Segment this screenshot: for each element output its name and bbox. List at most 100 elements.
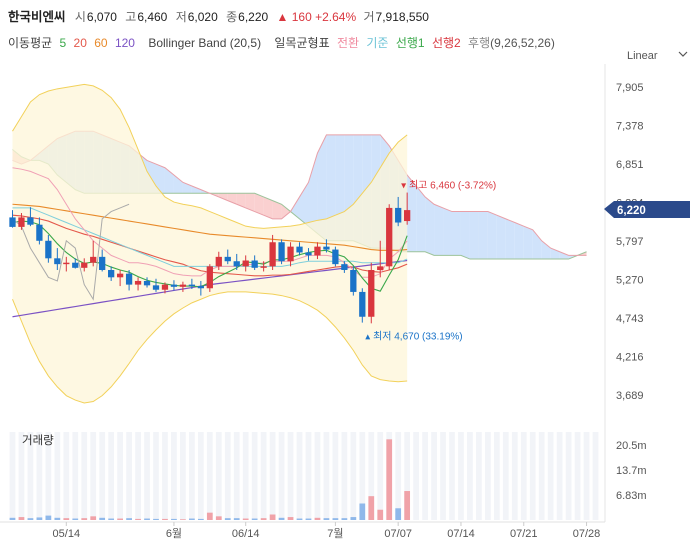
candle-body <box>377 266 384 271</box>
candle-body <box>215 256 222 267</box>
volume-bar <box>81 518 88 520</box>
y-tick-label: 5,270 <box>616 275 644 287</box>
candle-body <box>359 291 366 317</box>
ma60-label[interactable]: 60 <box>94 36 108 50</box>
volume-slot <box>305 432 312 520</box>
volume-slot <box>377 432 384 520</box>
volume-bar <box>27 518 34 520</box>
candle <box>54 248 61 271</box>
volume-slot <box>538 432 545 520</box>
low-marker-label: ▴ 최저 4,670 (33.19%) <box>365 330 462 342</box>
candle-body <box>332 249 339 265</box>
candle-body <box>242 260 249 267</box>
ichimoku-label[interactable]: 일목균형표 <box>274 36 330 50</box>
volume-bar <box>350 517 357 520</box>
bollinger-label[interactable]: Bollinger Band (20,5) <box>148 36 262 50</box>
volume-bar <box>108 518 115 520</box>
volume-slot <box>180 432 186 520</box>
volume-bar <box>18 517 25 520</box>
low-value: 6,020 <box>187 10 218 24</box>
volume-slot <box>350 432 357 520</box>
volume-bar <box>224 518 231 520</box>
open-value: 6,070 <box>86 10 117 24</box>
candle-body <box>206 266 213 289</box>
cloud-segment <box>434 204 444 256</box>
x-tick-label: 6월 <box>166 527 182 540</box>
candle <box>395 196 402 227</box>
volume-label: 거 <box>363 10 375 24</box>
volume-slot <box>314 432 321 520</box>
volume-bar <box>278 517 285 520</box>
candle <box>296 242 303 256</box>
volume-slot <box>63 432 70 520</box>
volume-slot <box>171 432 177 520</box>
volume-bar <box>117 518 123 520</box>
volume-title: 거래량 <box>22 434 54 447</box>
candle <box>377 240 384 278</box>
x-tick-label: 06/14 <box>232 528 260 540</box>
cloud-segment <box>505 218 515 260</box>
volume-bar <box>99 517 106 520</box>
annotations: ▾ 최고 6,460 (-3.72%) ▴ 최저 4,670 (33.19%) <box>365 180 496 343</box>
ma-label[interactable]: 이동평균 <box>8 36 53 50</box>
volume-slot <box>269 432 276 520</box>
volume-slot <box>260 432 267 520</box>
cloud-segment <box>559 251 569 260</box>
candle-body <box>305 252 312 256</box>
volume-slot <box>359 432 366 520</box>
ma20-label[interactable]: 20 <box>73 36 87 50</box>
candle-body <box>63 262 70 265</box>
volume-bar <box>314 517 321 520</box>
volume-slot <box>341 432 348 520</box>
candle-body <box>188 284 196 287</box>
candle <box>45 234 52 263</box>
chevron-down-icon[interactable] <box>678 51 688 57</box>
candle-body <box>269 242 276 267</box>
candle <box>314 242 321 260</box>
candle <box>188 278 196 289</box>
volume-bars <box>9 439 411 520</box>
volume-slot <box>565 432 572 520</box>
ma120-label[interactable]: 120 <box>114 36 135 50</box>
x-tick-label: 07/14 <box>447 528 475 540</box>
volume-slot <box>476 432 482 520</box>
price-header: 한국비엔씨 시6,070 고6,460 저6,020 종6,220 ▲ 160 … <box>8 6 434 25</box>
candle <box>404 192 411 225</box>
cloud-segment <box>308 153 318 234</box>
volume-slot <box>153 432 159 520</box>
ichimoku-conversion-label: 전환 <box>336 36 360 50</box>
x-tick-label: 05/14 <box>53 528 81 540</box>
close-label: 종 <box>226 10 238 24</box>
volume-slot <box>189 432 195 520</box>
candle-body <box>197 286 204 289</box>
volume-slot <box>449 432 455 520</box>
candle-body <box>90 256 97 263</box>
low-label: 저 <box>175 10 187 24</box>
candle <box>305 248 312 261</box>
y-tick-label: 7,378 <box>616 121 644 133</box>
candle <box>359 288 366 323</box>
candle-body <box>152 285 160 290</box>
cloud-segment <box>326 134 336 241</box>
volume-slot <box>368 432 375 520</box>
candle <box>350 266 357 296</box>
candle <box>215 251 222 271</box>
cloud-segment <box>416 185 426 252</box>
volume-slot <box>556 432 563 520</box>
volume-bar <box>54 517 61 520</box>
bollinger-band <box>12 83 408 404</box>
volume-slot <box>574 432 581 520</box>
candles <box>9 192 411 324</box>
x-tick-label: 07/21 <box>510 528 538 540</box>
volume-slot <box>72 432 79 520</box>
volume-bar <box>260 518 267 520</box>
ma60-line <box>12 203 408 251</box>
volume-bar <box>72 518 79 520</box>
volume-slot <box>296 432 303 520</box>
cloud-segment <box>272 200 282 219</box>
candle <box>386 204 393 271</box>
scale-mode-label[interactable]: Linear <box>627 50 658 62</box>
ma5-label[interactable]: 5 <box>59 36 67 50</box>
y-tick-label: 3,689 <box>616 390 644 402</box>
